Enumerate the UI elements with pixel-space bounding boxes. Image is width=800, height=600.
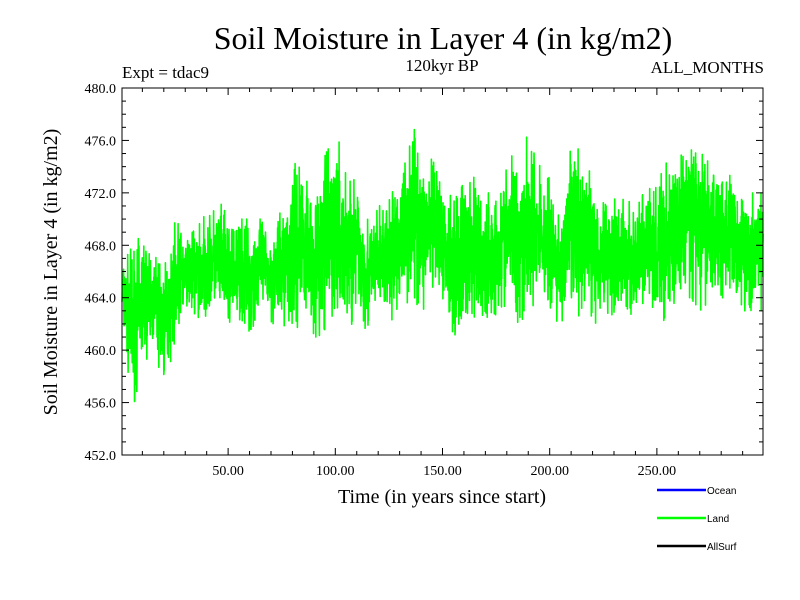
y-tick-label: 468.0	[85, 239, 117, 254]
x-tick-label: 200.00	[530, 464, 569, 479]
x-tick-label: 100.00	[316, 464, 355, 479]
x-tick-label: 50.00	[212, 464, 244, 479]
y-axis: 452.0 456.0 460.0 464.0 468.0 472.0 476.0 480.0	[85, 82, 763, 464]
chart-subtitle: 120kyr BP	[405, 56, 478, 75]
y-tick-label: 472.0	[85, 187, 117, 202]
x-tick-label: 250.00	[638, 464, 677, 479]
y-axis-label: Soil Moisture in Layer 4 (in kg/m2)	[40, 129, 62, 416]
legend-label-ocean: Ocean	[707, 486, 736, 497]
land-series-line	[121, 128, 764, 403]
x-axis: 50.00 100.00 150.00 200.00 250.00	[141, 88, 744, 479]
y-tick-label: 456.0	[85, 397, 117, 412]
chart-title: Soil Moisture in Layer 4 (in kg/m2)	[214, 20, 673, 56]
y-tick-label: 452.0	[85, 449, 117, 464]
experiment-label: Expt = tdac9	[122, 63, 209, 82]
plot-area	[121, 87, 764, 456]
legend-label-allsurf: AllSurf	[707, 542, 737, 553]
legend-label-land: Land	[707, 514, 729, 525]
y-tick-label: 460.0	[85, 344, 117, 359]
x-axis-label: Time (in years since start)	[338, 486, 546, 508]
months-label: ALL_MONTHS	[651, 58, 764, 77]
y-tick-label: 464.0	[85, 292, 117, 307]
y-tick-label: 480.0	[85, 82, 117, 97]
x-tick-label: 150.00	[423, 464, 462, 479]
legend: Ocean Land AllSurf	[657, 486, 737, 553]
y-tick-label: 476.0	[85, 134, 117, 149]
